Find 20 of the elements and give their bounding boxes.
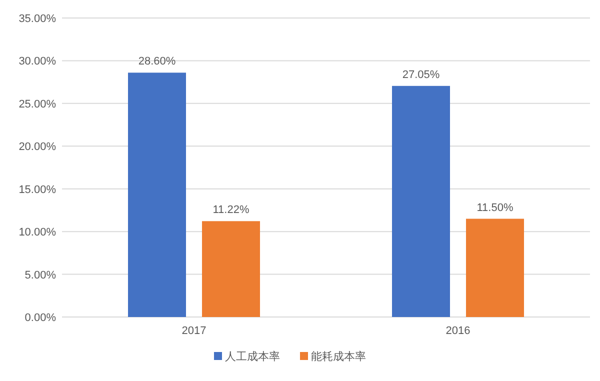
x-tick-label: 2016	[446, 325, 470, 337]
bar	[202, 221, 260, 317]
y-tick-label: 20.00%	[18, 141, 56, 154]
legend-label: 能耗成本率	[311, 350, 366, 363]
y-tick-label: 15.00%	[18, 184, 56, 196]
bar	[128, 72, 186, 317]
y-tick-label: 10.00%	[18, 226, 56, 239]
x-tick-label: 2017	[182, 325, 206, 337]
legend-label: 人工成本率	[225, 350, 280, 363]
y-tick-label: 35.00%	[18, 13, 56, 25]
bar	[392, 86, 450, 317]
y-tick-label: 30.00%	[18, 56, 56, 68]
data-label: 11.22%	[212, 204, 250, 216]
y-tick-label: 0.00%	[24, 312, 56, 324]
data-label: 11.50%	[476, 202, 514, 214]
y-tick-label: 5.00%	[24, 269, 56, 282]
data-label: 28.60%	[138, 56, 176, 68]
y-tick-label: 25.00%	[18, 98, 56, 110]
data-label: 27.05%	[402, 68, 440, 81]
bar	[466, 218, 524, 317]
